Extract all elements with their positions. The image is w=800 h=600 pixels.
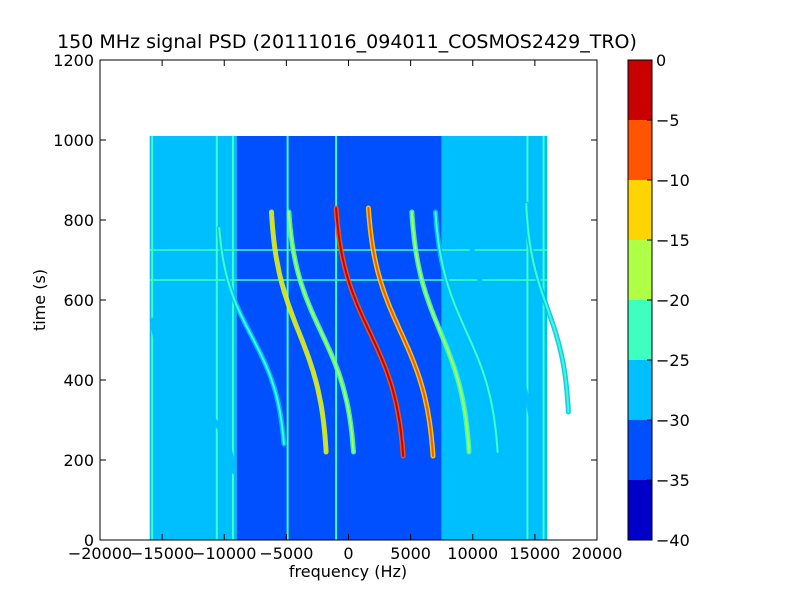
x-axis-label: frequency (Hz) xyxy=(289,562,407,581)
colorbar-tick-label: −10 xyxy=(656,171,690,190)
colorbar-tick-label: −30 xyxy=(656,411,690,430)
colorbar-tick-label: −20 xyxy=(656,291,690,310)
doppler-trace xyxy=(367,207,434,457)
colorbar: 0 −5 −10 −15 −20 −25 −30 −35 −40 xyxy=(627,51,690,550)
colorbar-band xyxy=(628,300,652,360)
x-tick-label: −10000 xyxy=(192,544,256,563)
y-tick-label: 1000 xyxy=(53,131,94,150)
colorbar-tick-label: −5 xyxy=(656,111,680,130)
colorbar-band xyxy=(628,180,652,240)
colorbar-band xyxy=(628,480,652,540)
doppler-trace xyxy=(151,319,236,473)
heatmap-area xyxy=(149,136,571,540)
doppler-trace xyxy=(465,203,538,461)
colorbar-band xyxy=(628,240,652,300)
doppler-trace xyxy=(287,211,355,453)
x-tick-label: −5000 xyxy=(259,544,313,563)
x-tick-label: −20000 xyxy=(68,544,132,563)
colorbar-tick-label: −40 xyxy=(656,531,690,550)
background-region xyxy=(441,136,548,540)
colorbar-tick-label: −35 xyxy=(656,471,690,490)
y-tick-label: 200 xyxy=(63,451,94,470)
y-tick-label: 0 xyxy=(84,531,94,550)
chart-title: 150 MHz signal PSD (20111016_094011_COSM… xyxy=(57,31,637,53)
y-axis-label: time (s) xyxy=(30,269,49,331)
y-tick-label: 800 xyxy=(63,211,94,230)
x-tick-label: 10000 xyxy=(447,544,498,563)
y-axis: 0 200 400 600 800 1000 1200 xyxy=(53,51,597,550)
colorbar-tick-label: 0 xyxy=(656,51,666,70)
doppler-trace xyxy=(335,207,405,457)
colorbar-tick-label: −15 xyxy=(656,231,690,250)
doppler-trace xyxy=(270,211,328,453)
y-tick-label: 600 xyxy=(63,291,94,310)
x-tick-label: 0 xyxy=(343,544,353,563)
doppler-trace xyxy=(410,211,470,453)
x-tick-label: −15000 xyxy=(130,544,194,563)
doppler-trace xyxy=(525,203,570,413)
colorbar-tick-label: −25 xyxy=(656,351,690,370)
background-region xyxy=(236,136,442,540)
colorbar-band xyxy=(628,360,652,420)
x-tick-label: 15000 xyxy=(509,544,560,563)
x-tick-label: 5000 xyxy=(390,544,431,563)
y-tick-label: 400 xyxy=(63,371,94,390)
colorbar-band xyxy=(628,420,652,480)
colorbar-band xyxy=(628,60,652,120)
x-axis: −20000−15000−10000 −5000 0 5000 10000 15000 20… xyxy=(68,60,623,563)
background-region xyxy=(149,136,237,540)
y-tick-label: 1200 xyxy=(53,51,94,70)
doppler-trace xyxy=(218,227,285,445)
doppler-trace xyxy=(434,211,499,453)
x-tick-label: 20000 xyxy=(572,544,623,563)
colorbar-band xyxy=(628,120,652,180)
